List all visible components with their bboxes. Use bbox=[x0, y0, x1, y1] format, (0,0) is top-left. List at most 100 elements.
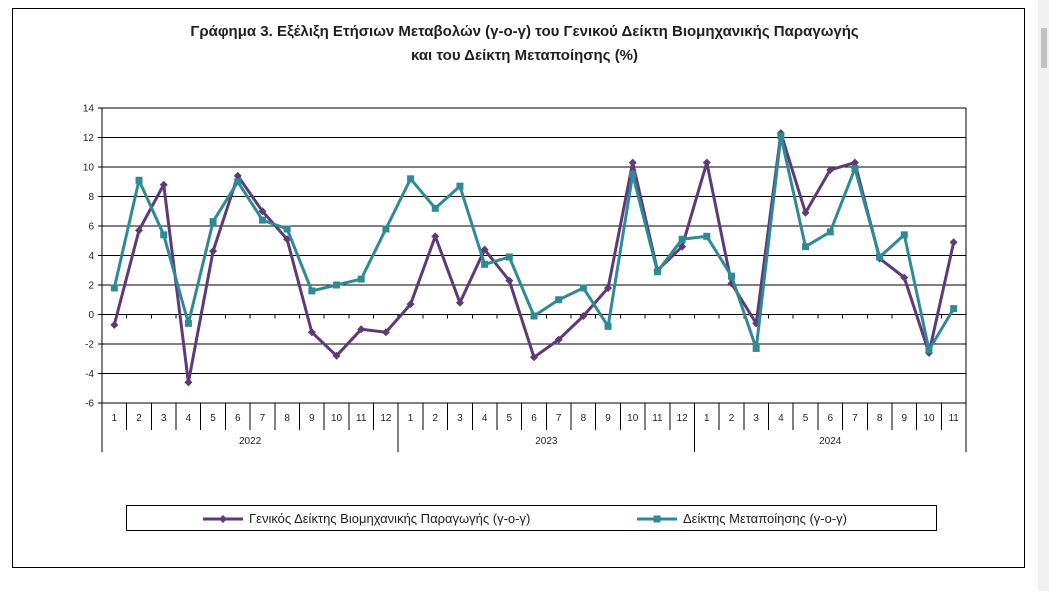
x-tick-label: 10 bbox=[627, 413, 639, 424]
x-tick-label: 1 bbox=[704, 413, 710, 424]
data-point-series-1 bbox=[801, 208, 810, 217]
data-point-series-1 bbox=[628, 158, 637, 167]
data-point-series-1 bbox=[233, 171, 242, 180]
data-point-series-1 bbox=[258, 207, 267, 216]
data-point-series-2 bbox=[407, 175, 415, 183]
x-tick-label: 10 bbox=[331, 413, 343, 424]
data-point-series-2 bbox=[703, 232, 711, 240]
data-point-series-2 bbox=[777, 132, 785, 140]
x-tick-label: 8 bbox=[877, 413, 883, 424]
y-tick-label: -6 bbox=[85, 399, 94, 410]
data-point-series-2 bbox=[333, 281, 341, 289]
data-point-series-1 bbox=[604, 283, 613, 292]
data-point-series-2 bbox=[357, 275, 365, 283]
vertical-scrollbar[interactable] bbox=[1038, 0, 1049, 591]
x-tick-label: 11 bbox=[652, 413, 663, 424]
data-point-series-1 bbox=[110, 320, 119, 329]
data-point-series-2 bbox=[876, 253, 884, 261]
data-point-series-2 bbox=[481, 260, 489, 268]
legend-label-series-1: Γενικός Δείκτης Βιομηχανικής Παραγωγής (… bbox=[249, 511, 531, 526]
data-point-series-1 bbox=[826, 165, 835, 174]
data-point-series-2 bbox=[308, 287, 316, 295]
data-point-series-1 bbox=[135, 226, 144, 235]
data-point-series-2 bbox=[184, 319, 192, 327]
data-point-series-1 bbox=[381, 328, 390, 337]
year-label: 2022 bbox=[239, 436, 262, 447]
chart-title-line-1: Γράφημα 3. Εξέλιξη Ετήσιων Μεταβολών (γ-… bbox=[190, 23, 859, 40]
x-tick-label: 6 bbox=[235, 413, 241, 424]
data-point-series-1 bbox=[579, 311, 588, 320]
data-point-series-2 bbox=[382, 225, 390, 233]
data-point-series-1 bbox=[406, 300, 415, 309]
x-tick-label: 4 bbox=[186, 413, 192, 424]
x-tick-label: 5 bbox=[210, 413, 216, 424]
data-point-series-1 bbox=[850, 158, 859, 167]
data-point-series-1 bbox=[159, 180, 168, 189]
data-point-series-2 bbox=[950, 305, 958, 313]
data-point-series-1 bbox=[357, 325, 366, 334]
data-point-series-1 bbox=[431, 232, 440, 241]
x-tick-label: 7 bbox=[260, 413, 266, 424]
x-tick-label: 9 bbox=[605, 413, 611, 424]
data-point-series-2 bbox=[160, 231, 168, 239]
data-point-series-2 bbox=[900, 231, 908, 239]
data-point-series-1 bbox=[554, 335, 563, 344]
data-point-series-1 bbox=[184, 378, 193, 387]
data-point-series-2 bbox=[555, 296, 563, 304]
legend-swatch-series-2 bbox=[637, 515, 677, 523]
x-tick-label: 9 bbox=[309, 413, 315, 424]
x-tick-label: 6 bbox=[827, 413, 833, 424]
x-tick-label: 3 bbox=[457, 413, 463, 424]
data-point-series-1 bbox=[505, 276, 514, 285]
y-tick-label: 8 bbox=[88, 192, 94, 203]
data-point-series-1 bbox=[480, 245, 489, 254]
data-point-series-2 bbox=[826, 228, 834, 236]
year-label: 2024 bbox=[819, 436, 842, 447]
y-tick-label: 4 bbox=[88, 251, 94, 262]
x-tick-label: 11 bbox=[948, 413, 959, 424]
data-point-series-2 bbox=[579, 284, 587, 292]
data-point-series-1 bbox=[530, 353, 538, 362]
data-point-series-2 bbox=[431, 204, 439, 212]
data-point-series-2 bbox=[209, 218, 217, 226]
scrollbar-thumb[interactable] bbox=[1041, 28, 1047, 68]
x-tick-label: 7 bbox=[556, 413, 562, 424]
chart-legend: Γενικός Δείκτης Βιομηχανικής Παραγωγής (… bbox=[126, 505, 937, 531]
data-point-series-2 bbox=[505, 253, 513, 261]
data-point-series-1 bbox=[209, 247, 218, 256]
x-tick-label: 5 bbox=[507, 413, 513, 424]
x-tick-label: 3 bbox=[753, 413, 759, 424]
year-label: 2023 bbox=[535, 436, 558, 447]
data-point-series-2 bbox=[629, 170, 637, 178]
x-tick-label: 3 bbox=[161, 413, 167, 424]
data-point-series-1 bbox=[900, 273, 909, 282]
y-tick-label: -2 bbox=[85, 340, 94, 351]
x-tick-label: 9 bbox=[902, 413, 908, 424]
x-tick-label: 2 bbox=[136, 413, 142, 424]
legend-label-series-2: Δείκτης Μεταποίησης (γ-ο-γ) bbox=[683, 511, 848, 526]
x-tick-label: 1 bbox=[408, 413, 414, 424]
x-tick-label: 2 bbox=[432, 413, 438, 424]
y-tick-label: 0 bbox=[88, 310, 94, 321]
data-point-series-2 bbox=[604, 322, 612, 330]
data-point-series-2 bbox=[851, 164, 859, 172]
data-point-series-2 bbox=[752, 344, 760, 352]
y-tick-label: 14 bbox=[83, 104, 95, 115]
data-point-series-2 bbox=[530, 312, 538, 320]
x-tick-label: 11 bbox=[356, 413, 367, 424]
data-point-series-1 bbox=[307, 328, 316, 337]
data-point-series-1 bbox=[949, 238, 958, 247]
x-tick-label: 4 bbox=[482, 413, 488, 424]
data-point-series-2 bbox=[727, 272, 735, 280]
data-point-series-2 bbox=[678, 235, 686, 243]
y-tick-label: 12 bbox=[83, 133, 95, 144]
x-tick-label: 12 bbox=[677, 413, 689, 424]
x-tick-label: 10 bbox=[923, 413, 935, 424]
data-point-series-2 bbox=[802, 243, 810, 251]
y-tick-label: -4 bbox=[85, 369, 94, 380]
x-tick-label: 12 bbox=[380, 413, 392, 424]
y-tick-label: 10 bbox=[83, 163, 95, 174]
x-tick-label: 2 bbox=[729, 413, 735, 424]
x-tick-label: 4 bbox=[778, 413, 784, 424]
